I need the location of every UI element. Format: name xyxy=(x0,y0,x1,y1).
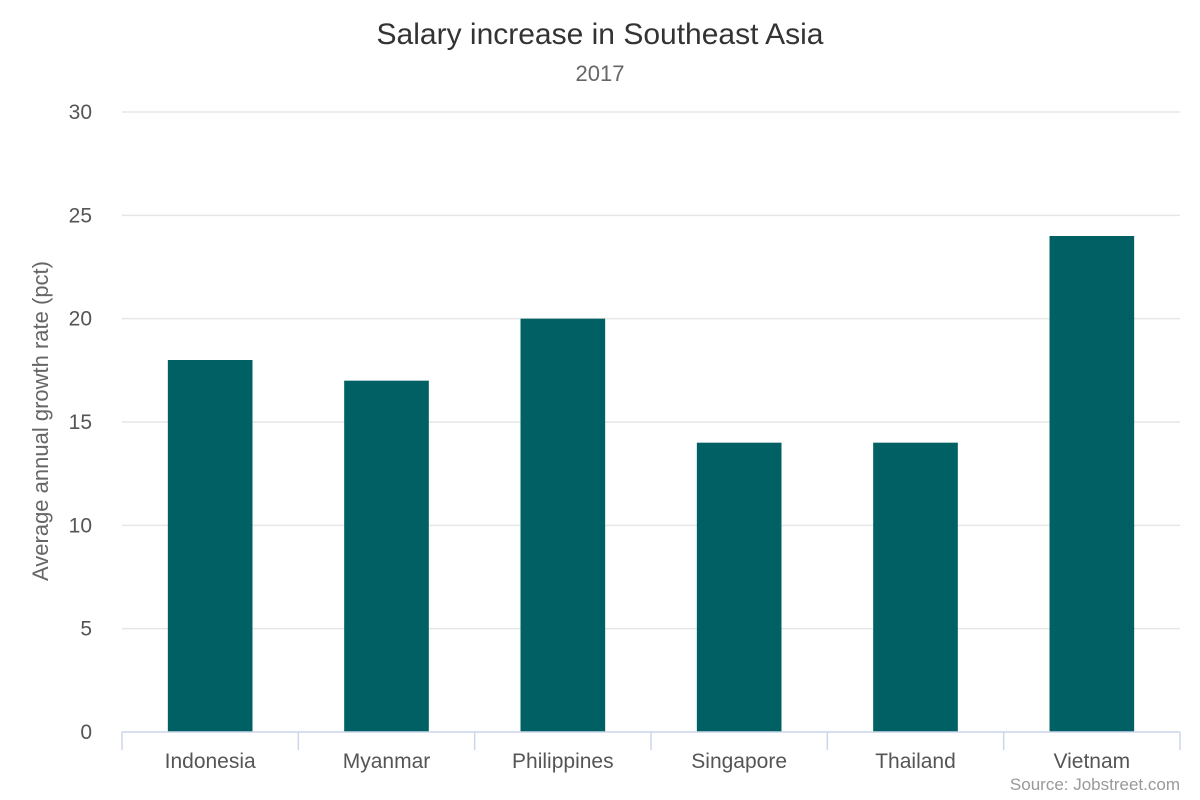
gridlines xyxy=(122,111,1180,630)
bar xyxy=(696,442,782,732)
bar xyxy=(167,360,253,732)
bar xyxy=(520,318,606,732)
x-tick-label: Myanmar xyxy=(343,750,431,773)
y-axis-label: Average annual growth rate (pct) xyxy=(28,261,53,581)
y-axis-ticks: 0 5 10 15 20 25 30 xyxy=(69,101,92,744)
y-tick-label: 10 xyxy=(69,514,92,537)
x-tick-label: Philippines xyxy=(512,750,614,773)
source-credit: Source: Jobstreet.com xyxy=(1010,775,1180,794)
y-tick-label: 0 xyxy=(80,721,92,744)
chart-title: Salary increase in Southeast Asia xyxy=(377,18,824,51)
chart-subtitle: 2017 xyxy=(576,61,625,86)
bar xyxy=(1049,236,1135,732)
y-tick-label: 20 xyxy=(69,308,92,331)
x-tick-label: Thailand xyxy=(875,750,956,773)
y-tick-label: 5 xyxy=(80,618,92,641)
x-axis: Indonesia Myanmar Philippines Singapore Thai… xyxy=(121,731,1181,773)
x-tick-label: Vietnam xyxy=(1053,750,1130,773)
y-tick-label: 30 xyxy=(69,101,92,124)
bar xyxy=(873,442,958,732)
x-tick-label: Singapore xyxy=(691,750,787,773)
bars xyxy=(167,236,1135,732)
bar xyxy=(344,380,429,732)
y-tick-label: 25 xyxy=(69,204,92,227)
x-tick-label: Indonesia xyxy=(165,750,256,773)
y-tick-label: 15 xyxy=(69,411,92,434)
